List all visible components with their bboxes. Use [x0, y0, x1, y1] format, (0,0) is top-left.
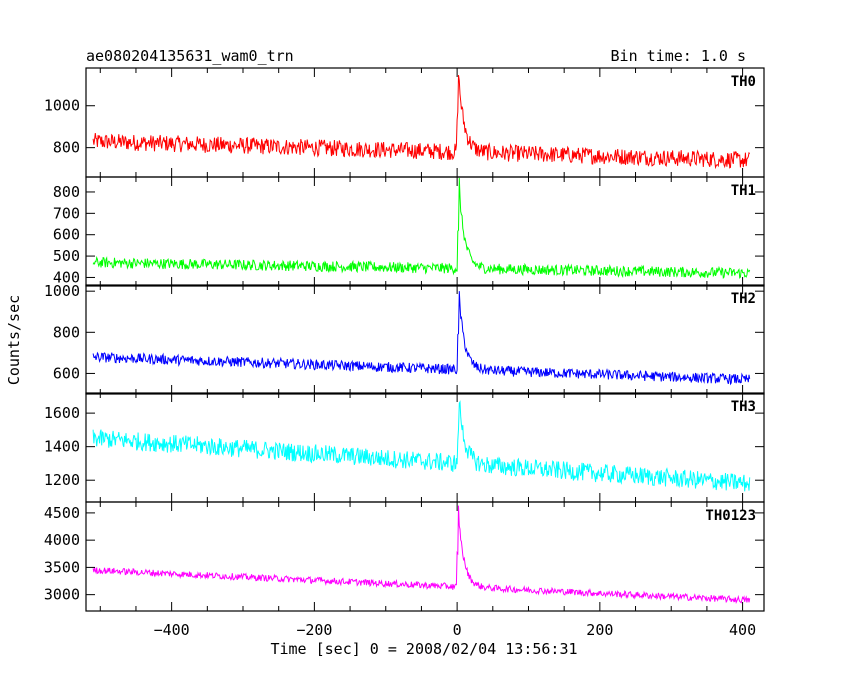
x-tick-label: −400 — [154, 621, 190, 639]
y-tick-label: 3500 — [44, 558, 80, 576]
series-th1-line — [92, 177, 751, 280]
panel-label-th0: TH0 — [731, 74, 756, 90]
panel-label-th3: TH3 — [731, 399, 756, 415]
x-tick-label: 400 — [729, 621, 756, 639]
y-tick-label: 1400 — [44, 438, 80, 456]
y-tick-label: 4500 — [44, 504, 80, 522]
y-tick-label: 600 — [53, 364, 80, 382]
x-tick-label: 0 — [453, 621, 462, 639]
y-tick-label: 1000 — [44, 97, 80, 115]
y-tick-label: 1000 — [44, 282, 80, 300]
y-tick-label: 700 — [53, 204, 80, 222]
panel-label-th0123: TH0123 — [705, 508, 756, 524]
panel-frame-th2 — [85, 284, 765, 395]
x-axis-label: Time [sec] 0 = 2008/02/04 13:56:31 — [270, 640, 577, 658]
y-tick-label: 1600 — [44, 404, 80, 422]
x-tick-label: −200 — [296, 621, 332, 639]
panel-frame-th3 — [85, 392, 765, 503]
series-th0-line — [92, 75, 751, 170]
y-tick-label: 3000 — [44, 586, 80, 604]
y-tick-label: 800 — [53, 323, 80, 341]
y-tick-label: 800 — [53, 139, 80, 157]
panel-label-th1: TH1 — [731, 183, 756, 199]
chart-title: ae080204135631_wam0_trn — [86, 47, 294, 65]
series-th2-line — [92, 291, 751, 386]
x-tick-label: 200 — [586, 621, 613, 639]
panel-label-th2: TH2 — [731, 291, 756, 307]
y-tick-label: 400 — [53, 268, 80, 286]
y-tick-label: 800 — [53, 183, 80, 201]
panel-frame-th0123 — [85, 501, 765, 612]
y-tick-label: 500 — [53, 247, 80, 265]
y-axis-label: Counts/sec — [5, 295, 23, 385]
series-th0123-line — [92, 505, 751, 604]
panel-frame-th1 — [85, 176, 765, 287]
panels-group: TH0 800 1000 TH1 400 500 600 700 800 TH2 600 800 100… — [44, 67, 765, 639]
bin-time-label: Bin time: 1.0 s — [611, 47, 746, 65]
y-tick-label: 600 — [53, 226, 80, 244]
series-th3-line — [92, 400, 751, 492]
y-tick-label: 4000 — [44, 531, 80, 549]
y-tick-label: 1200 — [44, 471, 80, 489]
